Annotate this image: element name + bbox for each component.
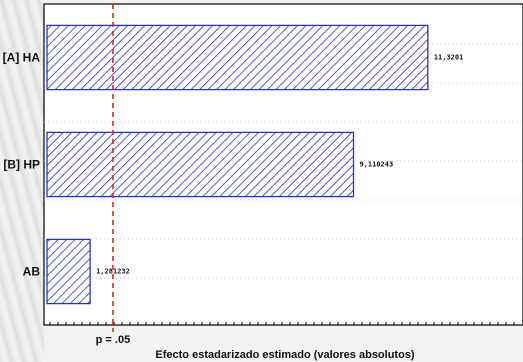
value-label: 9,110243	[359, 161, 393, 169]
bar-2	[46, 238, 91, 305]
category-label: [B] HP	[3, 158, 40, 172]
value-label: 11,3201	[434, 54, 464, 62]
value-label: 1,281232	[96, 268, 130, 276]
x-axis-title: Efecto estadarizado estimado (valores ab…	[155, 349, 415, 361]
significance-label: p = .05	[96, 334, 131, 346]
bar-0	[46, 24, 429, 91]
category-labels: [A] HA [B] HP AB	[3, 51, 41, 279]
category-label: AB	[23, 265, 41, 279]
bars	[46, 24, 429, 305]
category-label: [A] HA	[3, 51, 41, 65]
value-labels: 11,3201 9,110243 1,281232	[96, 54, 463, 276]
background-texture	[0, 0, 44, 362]
x-axis-ticks	[49, 322, 515, 325]
bar-1	[46, 131, 355, 198]
